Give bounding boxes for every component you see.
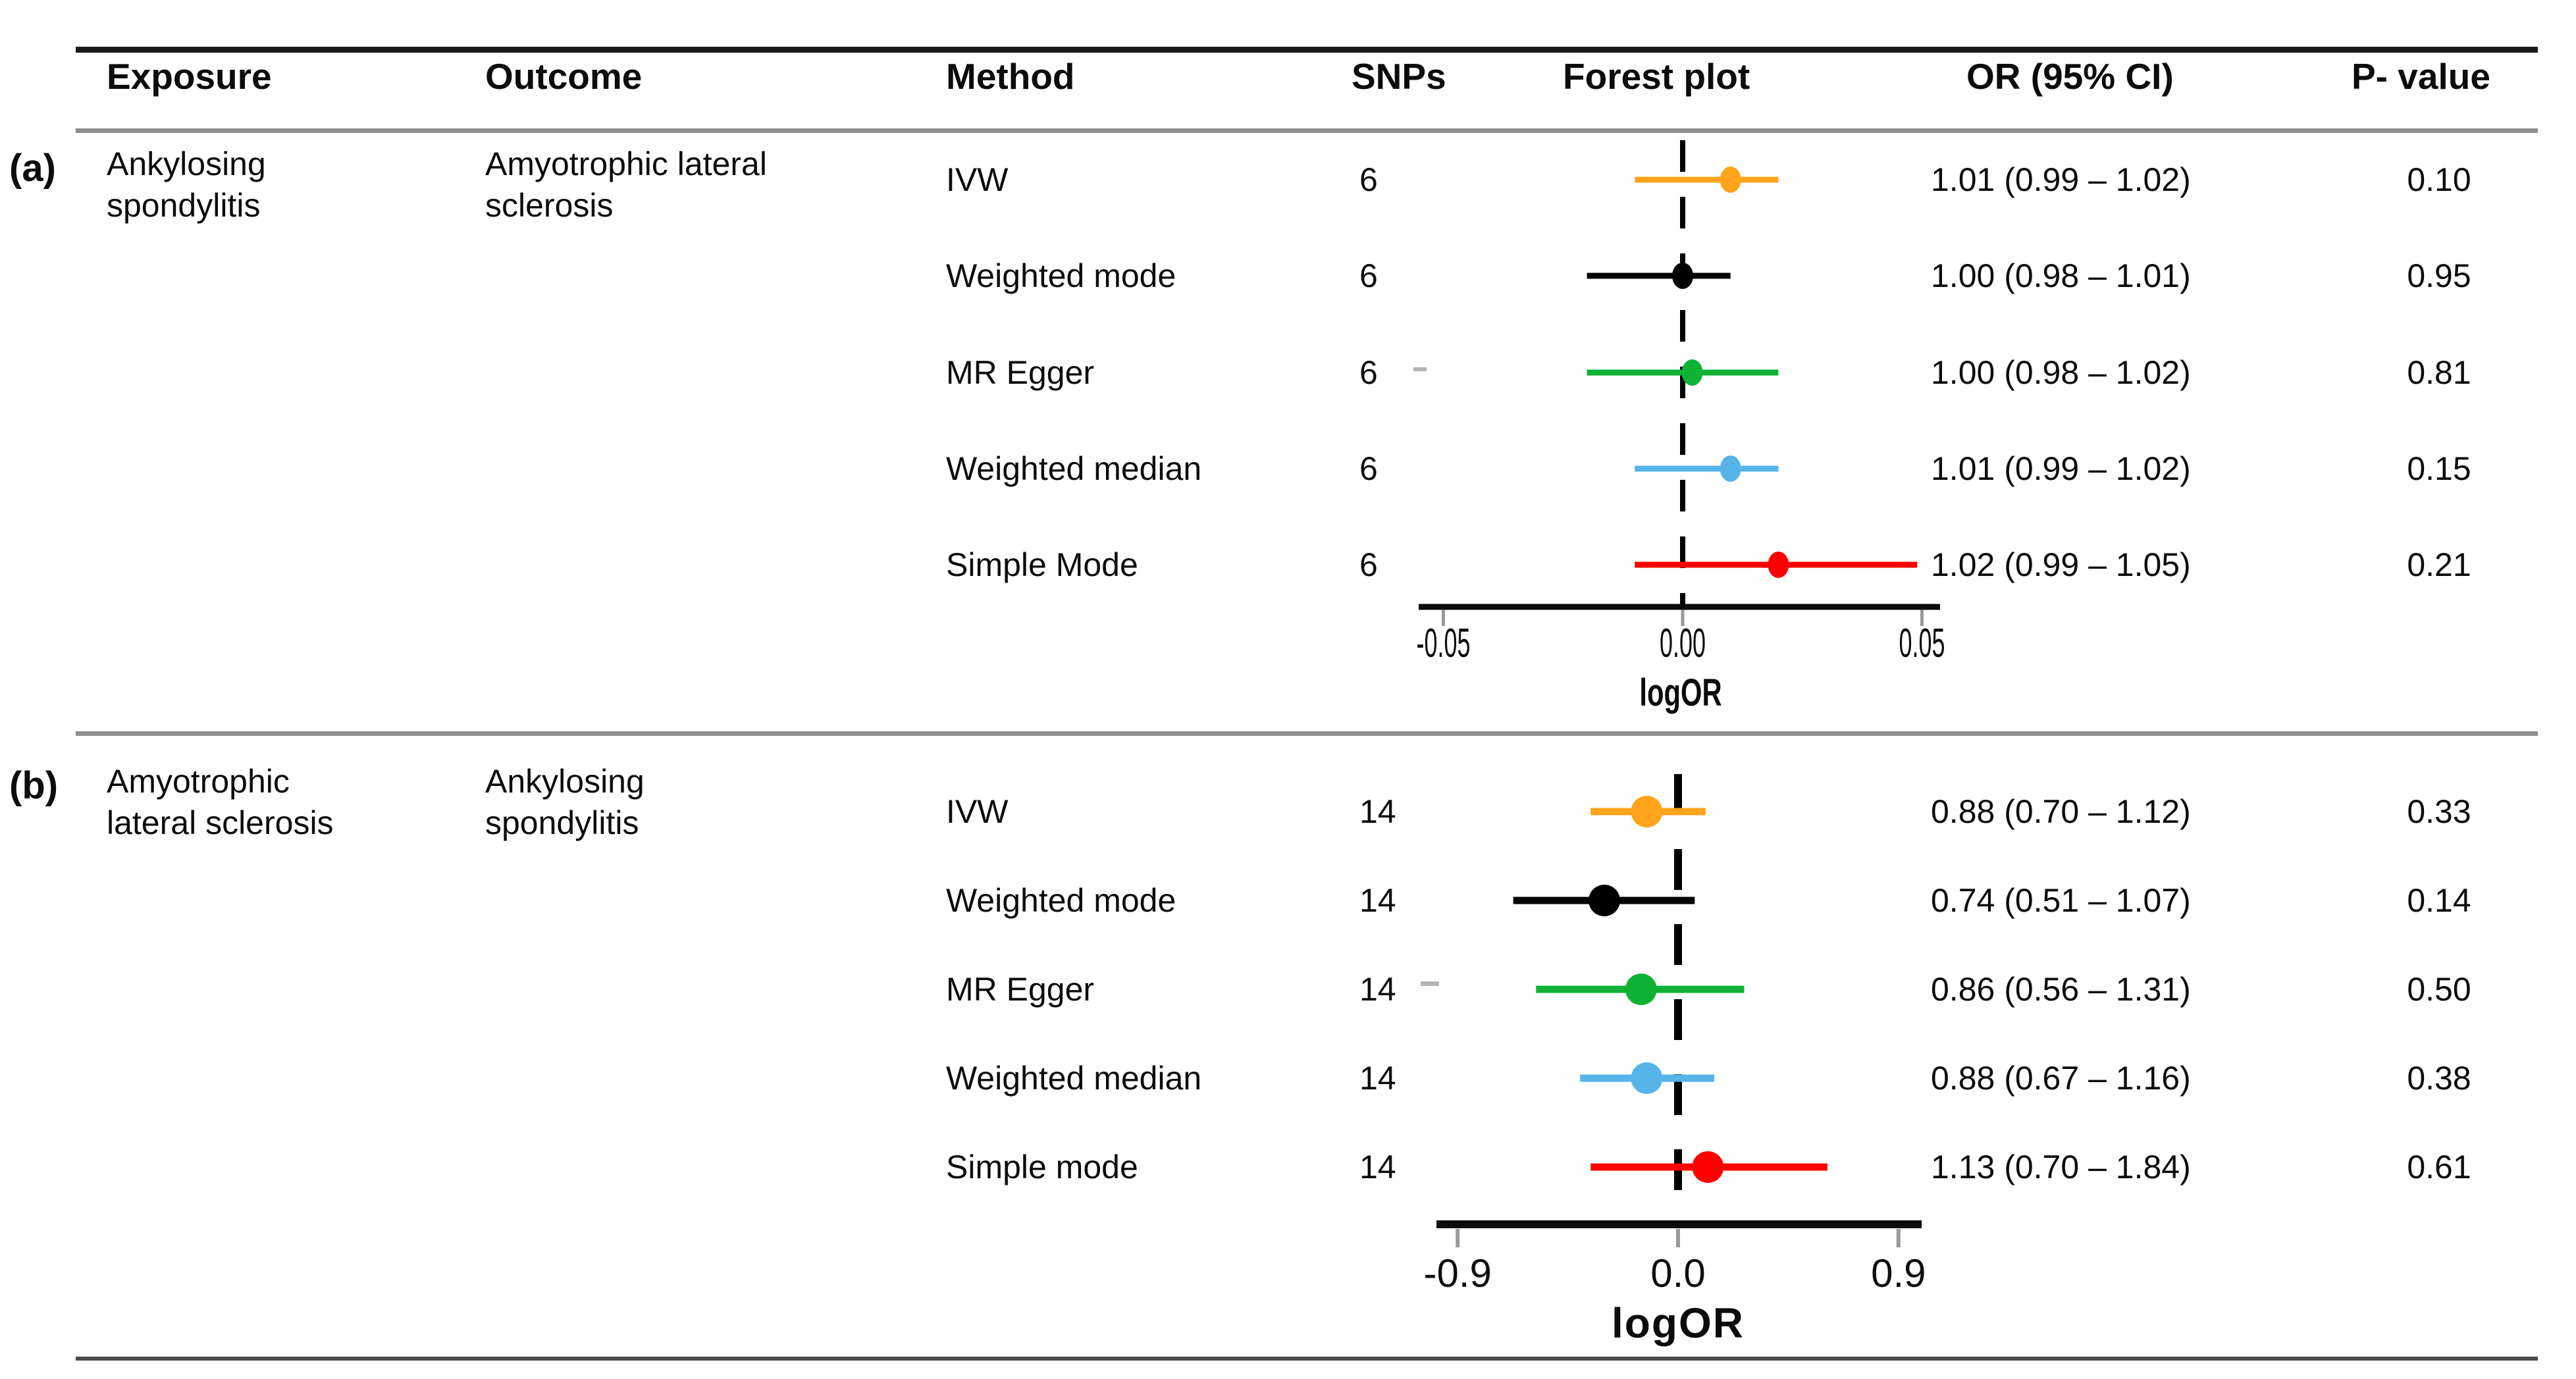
- exposure-line: Ankylosing: [107, 145, 266, 182]
- method-cell: Weighted median: [946, 1060, 1202, 1097]
- point-estimate-marker: [1692, 1151, 1724, 1183]
- panel-a-outcome: Amyotrophic lateral sclerosis: [485, 143, 767, 226]
- col-header-snps: SNPs: [1352, 56, 1446, 97]
- panel-a-label: (a): [9, 147, 56, 190]
- method-cell: IVW: [946, 793, 1009, 830]
- or-ci-cell: 1.01 (0.99 – 1.02): [1931, 450, 2191, 487]
- point-estimate-marker: [1720, 455, 1741, 482]
- p-value-cell: 0.61: [2407, 1149, 2471, 1185]
- snps-cell: 6: [1359, 546, 1378, 583]
- method-cell: Simple mode: [946, 1149, 1138, 1185]
- method-cell: Weighted mode: [946, 257, 1176, 294]
- or-ci-cell: 0.74 (0.51 – 1.07): [1931, 882, 2191, 919]
- bottom-rule: [76, 1357, 2538, 1361]
- snps-cell: 6: [1359, 161, 1378, 198]
- point-estimate-marker: [1631, 1062, 1663, 1094]
- method-cell: IVW: [946, 161, 1009, 198]
- or-ci-cell: 1.13 (0.70 – 1.84): [1931, 1149, 2191, 1185]
- col-header-forest-plot: Forest plot: [1563, 56, 1750, 97]
- x-tick-label: 0.00: [1660, 620, 1706, 666]
- snps-cell: 6: [1359, 354, 1378, 391]
- method-cell: MR Egger: [946, 354, 1095, 391]
- x-tick-label: 0.05: [1899, 620, 1945, 666]
- panel-b-label: (b): [9, 764, 59, 807]
- or-ci-cell: 1.00 (0.98 – 1.02): [1931, 354, 2191, 391]
- snps-cell: 14: [1359, 882, 1396, 919]
- p-value-cell: 0.50: [2407, 971, 2471, 1008]
- panel-b-outcome: Ankylosing spondylitis: [485, 761, 644, 844]
- outcome-line: sclerosis: [485, 187, 614, 224]
- snps-cell: 6: [1359, 257, 1378, 294]
- point-estimate-marker: [1589, 885, 1621, 916]
- snps-cell: 6: [1359, 450, 1378, 487]
- x-tick-label: 0.0: [1650, 1251, 1705, 1295]
- x-axis-label: logOR: [1612, 1299, 1745, 1347]
- stray-dash-mark: [1413, 367, 1427, 371]
- method-cell: Weighted median: [946, 450, 1202, 487]
- or-ci-cell: 0.88 (0.67 – 1.16): [1931, 1060, 2191, 1097]
- snps-cell: 14: [1359, 971, 1396, 1008]
- forest-plot-svg: -0.05 0.00 0.05 logOR: [1413, 140, 1945, 714]
- panel-a-exposure: Ankylosing spondylitis: [107, 143, 266, 226]
- or-ci-cell: 0.86 (0.56 – 1.31): [1931, 971, 2191, 1008]
- point-estimate-marker: [1625, 974, 1657, 1005]
- point-estimate-marker: [1631, 796, 1663, 827]
- col-header-or-ci: OR (95% CI): [1966, 56, 2174, 97]
- x-tick-label: -0.05: [1417, 620, 1471, 666]
- outcome-line: Amyotrophic lateral: [485, 145, 767, 182]
- snps-cell: 14: [1359, 1149, 1396, 1185]
- col-header-p-value: P- value: [2352, 56, 2490, 97]
- or-ci-cell: 1.02 (0.99 – 1.05): [1931, 546, 2191, 583]
- p-value-cell: 0.21: [2407, 546, 2471, 583]
- p-value-cell: 0.81: [2407, 354, 2471, 391]
- x-tick-label: 0.9: [1871, 1251, 1926, 1295]
- outcome-line: spondylitis: [485, 804, 639, 841]
- point-estimate-marker: [1681, 359, 1703, 386]
- exposure-line: lateral sclerosis: [107, 804, 334, 841]
- panel-b-exposure: Amyotrophic lateral sclerosis: [107, 761, 334, 844]
- x-tick-label: -0.9: [1424, 1251, 1492, 1295]
- x-axis-label: logOR: [1639, 671, 1722, 714]
- top-rule: [76, 47, 2538, 53]
- p-value-cell: 0.10: [2407, 161, 2471, 198]
- exposure-line: spondylitis: [107, 187, 261, 224]
- p-value-cell: 0.95: [2407, 257, 2471, 294]
- panel-divider-rule: [76, 731, 2538, 736]
- method-cell: Simple Mode: [946, 546, 1138, 583]
- or-ci-cell: 0.88 (0.70 – 1.12): [1931, 793, 2191, 830]
- method-cell: Weighted mode: [946, 882, 1176, 919]
- outcome-line: Ankylosing: [485, 763, 644, 800]
- snps-cell: 14: [1359, 793, 1396, 830]
- forest-plot-svg: -0.9 0.0 0.9 logOR: [1421, 774, 1926, 1347]
- stray-dash-mark: [1421, 981, 1439, 986]
- or-ci-cell: 1.00 (0.98 – 1.01): [1931, 257, 2191, 294]
- header-rule: [76, 128, 2538, 133]
- p-value-cell: 0.33: [2407, 793, 2471, 830]
- point-estimate-marker: [1768, 552, 1789, 578]
- point-estimate-marker: [1720, 167, 1741, 193]
- p-value-cell: 0.14: [2407, 882, 2471, 919]
- col-header-method: Method: [946, 56, 1075, 97]
- method-cell: MR Egger: [946, 971, 1095, 1008]
- p-value-cell: 0.15: [2407, 450, 2471, 487]
- col-header-exposure: Exposure: [107, 56, 272, 97]
- p-value-cell: 0.38: [2407, 1060, 2471, 1097]
- point-estimate-marker: [1672, 263, 1693, 289]
- col-header-outcome: Outcome: [485, 56, 643, 97]
- snps-cell: 14: [1359, 1060, 1396, 1097]
- or-ci-cell: 1.01 (0.99 – 1.02): [1931, 161, 2191, 198]
- exposure-line: Amyotrophic: [107, 763, 290, 800]
